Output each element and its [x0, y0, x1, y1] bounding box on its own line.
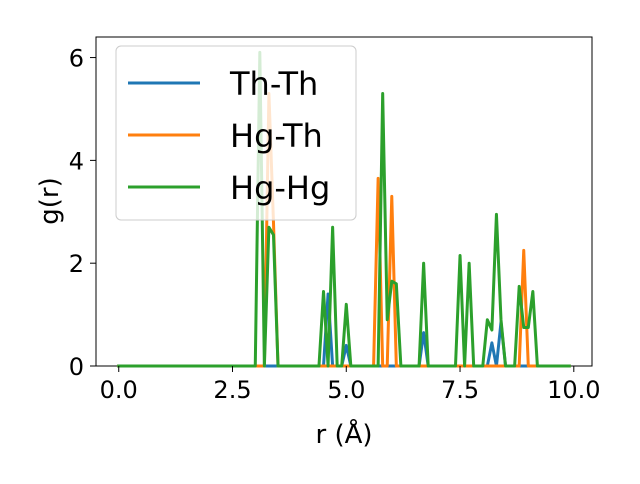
- legend-label-hg-hg: Hg-Hg: [230, 169, 330, 207]
- y-tick-label: 2: [69, 250, 84, 278]
- y-ticks: 0 2 4 6: [69, 45, 96, 381]
- legend-label-hg-th: Hg-Th: [230, 117, 323, 155]
- x-tick-label: 0.0: [100, 376, 138, 404]
- x-tick-label: 5.0: [327, 376, 365, 404]
- legend-label-th-th: Th-Th: [229, 65, 318, 103]
- y-axis-label: g(r): [35, 177, 65, 224]
- x-axis-label: r (Å): [315, 418, 372, 450]
- y-tick-label: 0: [69, 353, 84, 381]
- series-line-hg-hg: [117, 50, 571, 368]
- y-tick-label: 4: [69, 147, 84, 175]
- y-tick-label: 6: [69, 45, 84, 73]
- x-ticks: 0.0 2.5 5.0 7.5 10.0: [100, 366, 601, 404]
- x-tick-label: 2.5: [213, 376, 251, 404]
- x-tick-label: 10.0: [547, 376, 600, 404]
- legend: Th-Th Hg-Th Hg-Hg: [115, 45, 357, 221]
- x-tick-label: 7.5: [441, 376, 479, 404]
- legend-box: [115, 45, 357, 221]
